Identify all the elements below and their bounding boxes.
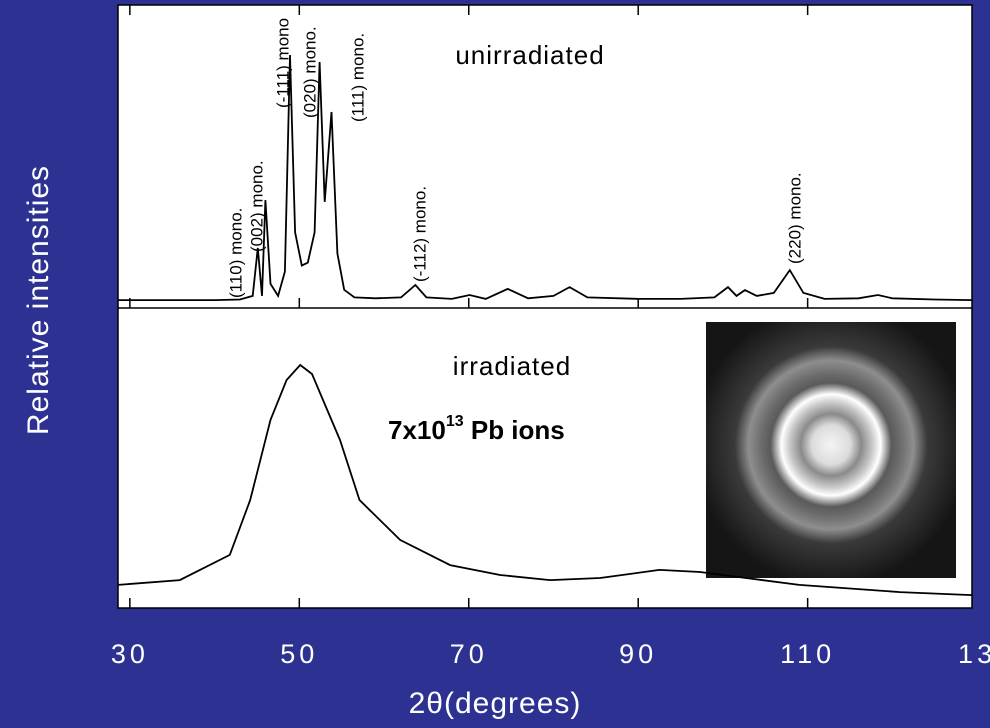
- x-tick-label: 13: [958, 639, 990, 669]
- peak-annotation: (-111) mono: [273, 18, 292, 108]
- peak-annotation: (111) mono.: [348, 33, 367, 122]
- diffraction-image: [706, 322, 956, 578]
- x-tick-label: 70: [450, 639, 488, 669]
- y-axis-label: Relative intensities: [22, 165, 55, 435]
- spectrum-line: [118, 54, 973, 301]
- x-tick-label: 50: [280, 639, 318, 669]
- x-axis-label: 2θ(degrees): [409, 687, 582, 720]
- peak-annotation: (020) mono.: [300, 26, 319, 118]
- x-tick-label: 110: [780, 639, 835, 669]
- panel-label: irradiated: [453, 351, 571, 381]
- x-tick-label: 90: [619, 639, 657, 669]
- peak-annotation: (220) mono.: [785, 172, 804, 264]
- peak-annotation: (002) mono.: [247, 160, 266, 252]
- spectrum-line: [117, 363, 973, 596]
- peak-annotation: (-112) mono.: [410, 186, 429, 282]
- ion-label: 7x1013 Pb ions: [388, 413, 565, 445]
- panel-label: unirradiated: [455, 40, 604, 70]
- x-tick-label: 30: [111, 639, 149, 669]
- peak-annotation: (110) mono.: [226, 208, 245, 298]
